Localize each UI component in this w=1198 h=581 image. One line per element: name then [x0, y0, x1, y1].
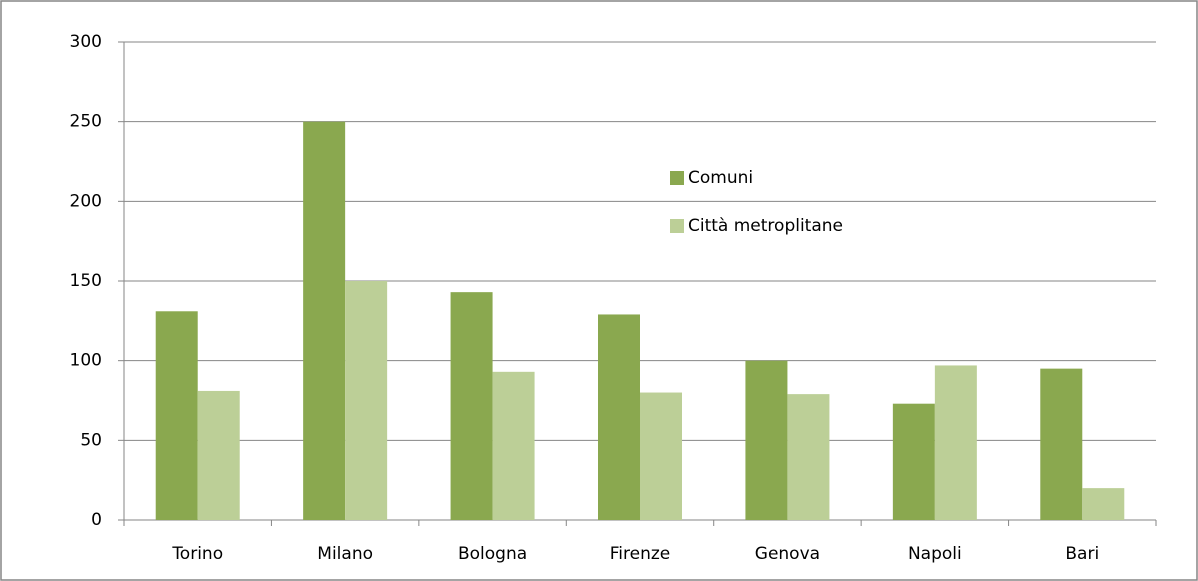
bar — [1082, 488, 1125, 520]
y-tick-label: 300 — [70, 32, 102, 52]
bar — [640, 392, 682, 520]
bar — [450, 292, 493, 520]
bar — [303, 121, 346, 521]
bar — [155, 311, 198, 520]
y-tick-label: 0 — [91, 510, 102, 530]
legend-swatch — [670, 171, 684, 185]
y-tick-label: 150 — [70, 271, 102, 291]
legend-label: Comuni — [688, 168, 753, 188]
x-tick-label: Bologna — [458, 544, 527, 564]
bar — [787, 394, 830, 520]
bar — [197, 390, 240, 520]
bar — [934, 365, 977, 520]
x-tick-label: Bari — [1065, 544, 1099, 564]
x-tick-label: Genova — [755, 544, 820, 564]
bar — [892, 403, 935, 520]
legend-swatch — [670, 219, 684, 233]
x-tick-label: Firenze — [610, 544, 671, 564]
bar — [345, 281, 388, 520]
bar — [598, 314, 640, 520]
x-tick-label: Milano — [317, 544, 373, 564]
y-tick-label: 250 — [70, 112, 102, 132]
y-tick-label: 200 — [70, 191, 102, 211]
bar — [745, 360, 788, 520]
legend-label: Città metroplitane — [688, 216, 843, 236]
bar — [1040, 368, 1083, 520]
y-tick-label: 100 — [70, 351, 102, 371]
bar — [492, 371, 535, 520]
y-tick-label: 50 — [80, 430, 102, 450]
x-tick-label: Torino — [171, 544, 223, 564]
x-tick-label: Napoli — [908, 544, 962, 564]
